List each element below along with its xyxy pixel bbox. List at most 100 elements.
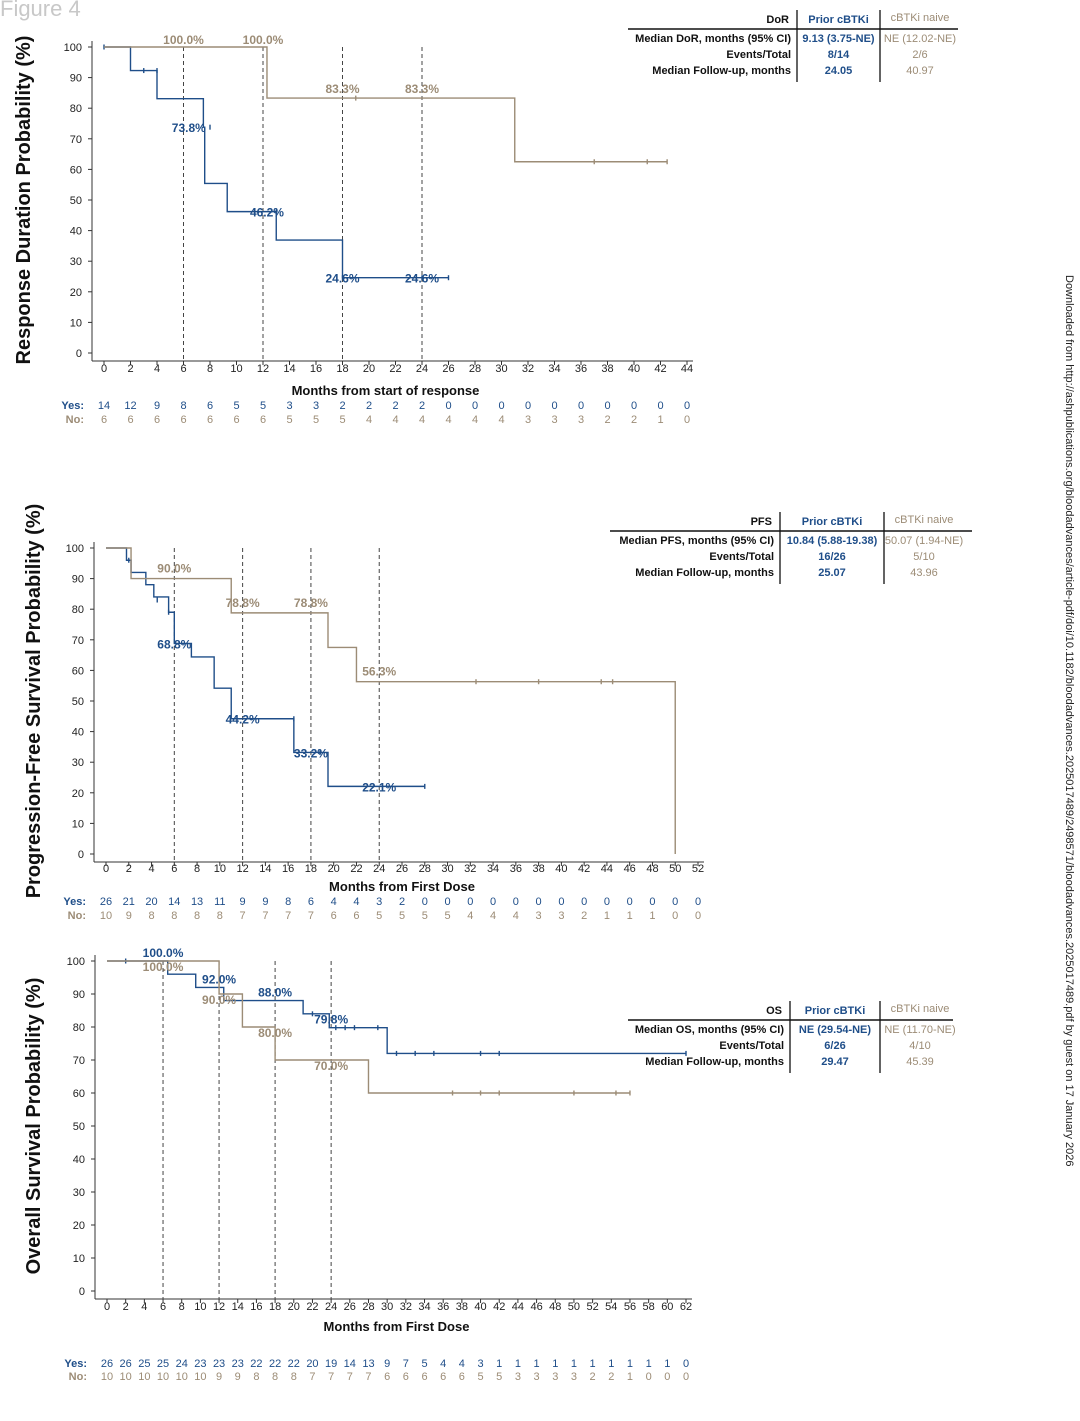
median-annotation: 100.0% [163, 33, 204, 47]
risk-yes-value: 1 [646, 1358, 652, 1370]
x-axis-label: Months from First Dose [329, 879, 475, 894]
x-tick-label: 0 [101, 363, 107, 375]
km-curve-cbtki-naive [107, 960, 630, 1094]
y-tick-label: 20 [70, 287, 82, 299]
x-tick-label: 42 [493, 1301, 505, 1313]
x-tick-label: 36 [510, 863, 522, 875]
risk-yes-value: 0 [525, 400, 531, 412]
summary-header-naive: cBTKi naive [891, 12, 950, 24]
x-tick-label: 54 [605, 1301, 617, 1313]
y-tick-label: 30 [72, 757, 84, 769]
x-tick-label: 40 [628, 363, 640, 375]
summary-row-label: Events/Total [709, 551, 774, 563]
risk-yes-value: 0 [683, 1358, 689, 1370]
risk-yes-value: 2 [392, 400, 398, 412]
summary-prior-value: 10.84 (5.88-19.38) [787, 535, 878, 547]
summary-header-label: DoR [766, 14, 789, 26]
x-tick-label: 12 [213, 1301, 225, 1313]
risk-no-value: 8 [291, 1371, 297, 1383]
risk-no-value: 3 [551, 414, 557, 426]
risk-yes-value: 12 [124, 400, 136, 412]
risk-yes-value: 14 [344, 1358, 356, 1370]
km-curve-cbtki-naive [104, 46, 668, 163]
x-tick-label: 44 [681, 363, 693, 375]
risk-yes-value: 0 [445, 400, 451, 412]
y-tick-label: 80 [73, 1022, 85, 1034]
x-tick-label: 6 [160, 1301, 166, 1313]
risk-no-value: 6 [403, 1371, 409, 1383]
risk-no-value: 0 [672, 910, 678, 922]
risk-yes-value: 23 [232, 1358, 244, 1370]
risk-yes-value: 0 [467, 896, 473, 908]
risk-no-value: 6 [260, 414, 266, 426]
median-annotation: 100.0% [143, 946, 184, 960]
risk-yes-value: 0 [578, 400, 584, 412]
risk-yes-value: 4 [459, 1358, 465, 1370]
risk-yes-value: 9 [240, 896, 246, 908]
risk-yes-value: 0 [672, 896, 678, 908]
risk-yes-value: 0 [444, 896, 450, 908]
risk-no-value: 6 [207, 414, 213, 426]
risk-yes-value: 0 [627, 896, 633, 908]
x-tick-label: 38 [601, 363, 613, 375]
median-annotation: 83.3% [405, 82, 439, 96]
x-tick-label: 28 [419, 863, 431, 875]
median-annotation: 44.2% [226, 713, 260, 727]
risk-no-value: 1 [657, 414, 663, 426]
risk-yes-value: 0 [649, 896, 655, 908]
risk-yes-value: 5 [421, 1358, 427, 1370]
risk-yes-value: 13 [362, 1358, 374, 1370]
km-curve-prior-cbtki [107, 960, 686, 1055]
median-annotation: 79.8% [314, 1013, 348, 1027]
risk-yes-value: 26 [100, 896, 112, 908]
risk-yes-value: 3 [313, 400, 319, 412]
risk-yes-label: Yes: [61, 400, 84, 412]
risk-yes-value: 0 [558, 896, 564, 908]
risk-yes-value: 8 [180, 400, 186, 412]
y-tick-label: 50 [72, 696, 84, 708]
x-tick-label: 30 [441, 863, 453, 875]
risk-yes-value: 0 [657, 400, 663, 412]
x-tick-label: 16 [310, 363, 322, 375]
risk-no-value: 6 [180, 414, 186, 426]
y-tick-label: 100 [66, 543, 84, 555]
risk-no-value: 4 [467, 910, 473, 922]
risk-no-value: 4 [392, 414, 398, 426]
risk-yes-value: 20 [306, 1358, 318, 1370]
risk-yes-value: 5 [233, 400, 239, 412]
x-tick-label: 46 [530, 1301, 542, 1313]
x-tick-label: 10 [230, 363, 242, 375]
risk-no-value: 5 [286, 414, 292, 426]
summary-naive-value: 50.07 (1.94-NE) [885, 535, 963, 547]
risk-yes-value: 0 [472, 400, 478, 412]
risk-no-value: 6 [459, 1371, 465, 1383]
risk-no-value: 0 [664, 1371, 670, 1383]
x-tick-label: 26 [396, 863, 408, 875]
download-note: Downloaded from http://ashpublications.o… [1063, 275, 1075, 1167]
x-tick-label: 26 [344, 1301, 356, 1313]
x-tick-label: 18 [336, 363, 348, 375]
x-tick-label: 28 [362, 1301, 374, 1313]
x-tick-label: 34 [418, 1301, 430, 1313]
risk-no-value: 10 [194, 1371, 206, 1383]
risk-yes-value: 2 [399, 896, 405, 908]
x-tick-label: 36 [575, 363, 587, 375]
risk-no-value: 3 [571, 1371, 577, 1383]
risk-yes-value: 1 [571, 1358, 577, 1370]
y-tick-label: 10 [70, 317, 82, 329]
y-tick-label: 90 [72, 574, 84, 586]
x-tick-label: 56 [624, 1301, 636, 1313]
x-tick-label: 14 [283, 363, 295, 375]
risk-yes-value: 22 [288, 1358, 300, 1370]
risk-no-value: 7 [309, 1371, 315, 1383]
risk-yes-value: 2 [339, 400, 345, 412]
median-annotation: 100.0% [143, 960, 184, 974]
x-tick-label: 8 [194, 863, 200, 875]
risk-no-value: 3 [558, 910, 564, 922]
median-annotation: 80.0% [258, 1026, 292, 1040]
risk-yes-value: 26 [120, 1358, 132, 1370]
risk-no-value: 6 [384, 1371, 390, 1383]
risk-no-value: 10 [101, 1371, 113, 1383]
risk-yes-value: 8 [285, 896, 291, 908]
